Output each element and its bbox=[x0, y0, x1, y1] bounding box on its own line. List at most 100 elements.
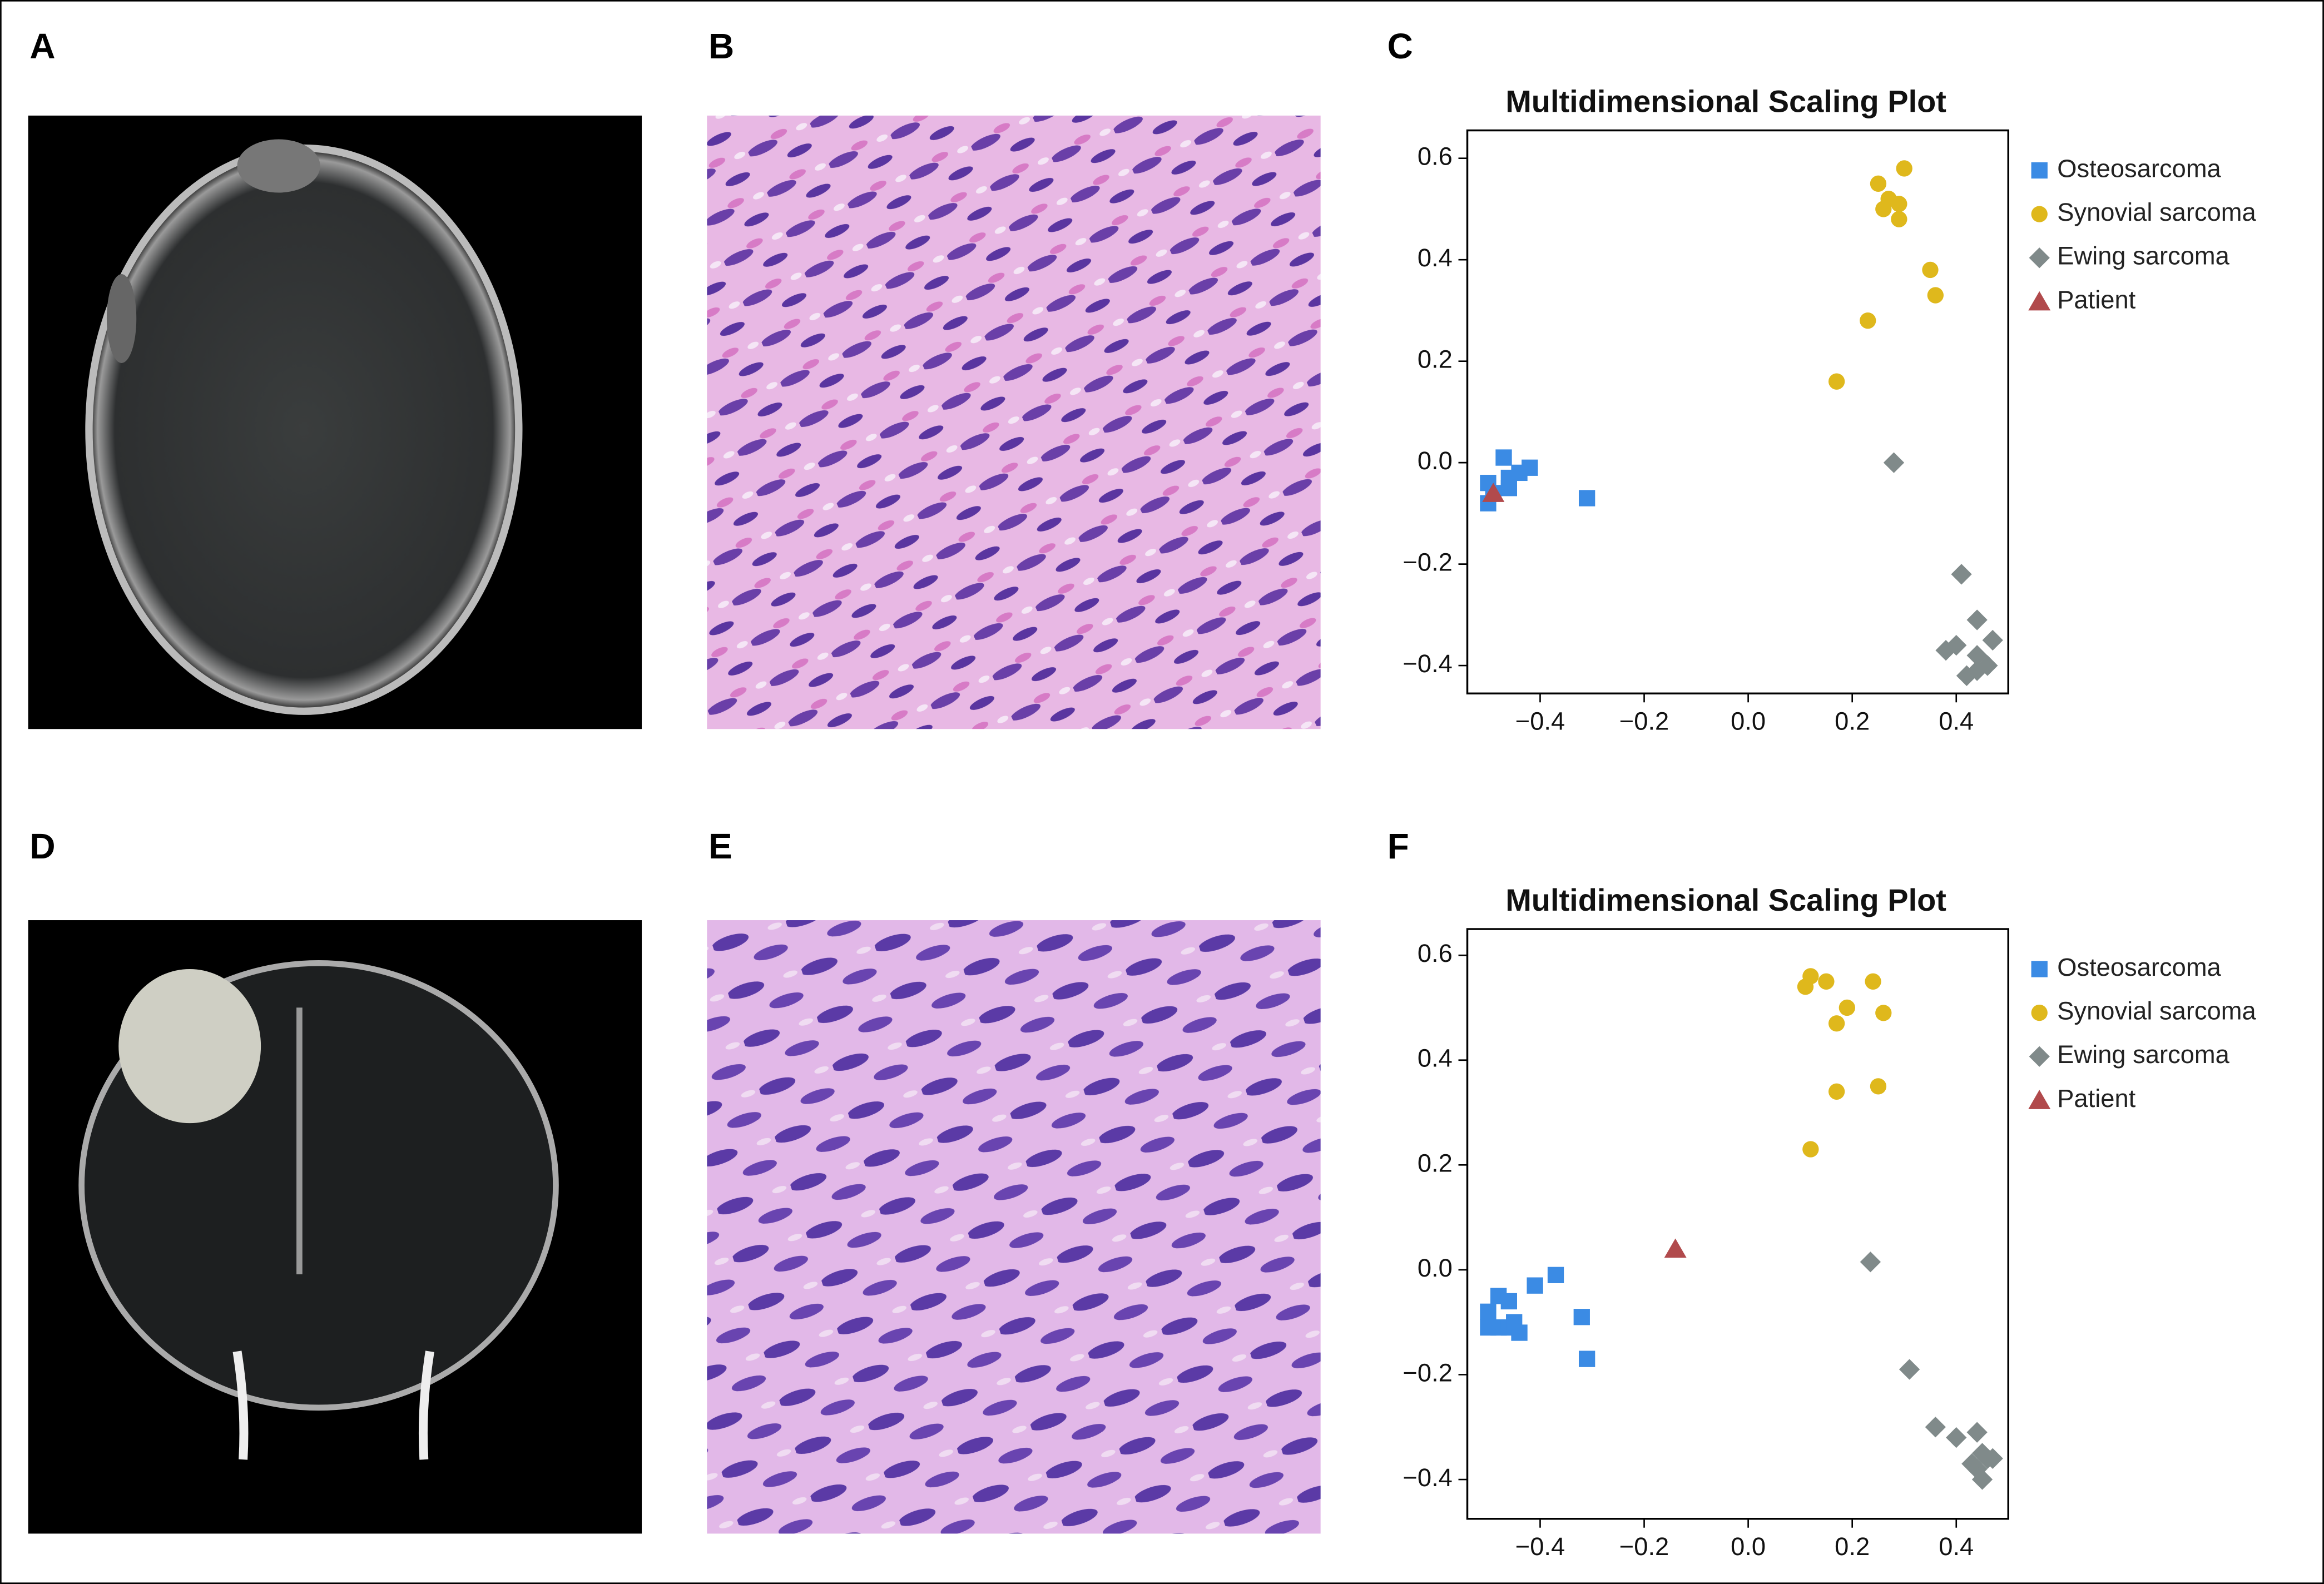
y-tick-label: 0.4 bbox=[1418, 244, 1453, 272]
x-tick-label: 0.2 bbox=[1835, 1532, 1870, 1561]
point bbox=[1506, 1314, 1523, 1330]
panel-label: D bbox=[29, 826, 55, 866]
point bbox=[1828, 1083, 1845, 1100]
point bbox=[1578, 1350, 1595, 1367]
y-tick-label: −0.2 bbox=[1403, 548, 1452, 577]
y-tick-label: −0.2 bbox=[1403, 1358, 1452, 1387]
y-tick-label: −0.4 bbox=[1403, 1463, 1452, 1492]
x-tick-label: 0.4 bbox=[1939, 1532, 1974, 1561]
point bbox=[1797, 979, 1814, 995]
panel-label: E bbox=[708, 826, 732, 866]
legend-label: Ewing sarcoma bbox=[2057, 1040, 2229, 1069]
legend-label: Patient bbox=[2057, 285, 2135, 314]
point bbox=[1573, 1309, 1590, 1325]
point bbox=[1966, 645, 1988, 666]
y-tick-label: 0.0 bbox=[1418, 1254, 1453, 1282]
legend-label: Osteosarcoma bbox=[2057, 154, 2221, 182]
legend-marker bbox=[2028, 1090, 2051, 1109]
legend-label: Ewing sarcoma bbox=[2057, 242, 2229, 270]
point bbox=[1664, 1238, 1687, 1258]
legend-marker bbox=[2029, 247, 2050, 269]
point bbox=[1891, 196, 1907, 212]
legend-marker bbox=[2031, 1004, 2048, 1021]
x-tick-label: 0.0 bbox=[1731, 1532, 1766, 1561]
x-tick-label: −0.4 bbox=[1515, 707, 1565, 736]
point bbox=[1828, 373, 1845, 390]
point bbox=[1961, 1453, 1983, 1474]
point bbox=[1883, 452, 1905, 473]
point bbox=[1865, 973, 1881, 990]
point bbox=[1982, 1448, 2003, 1469]
legend-marker bbox=[2031, 206, 2048, 222]
panel-label: B bbox=[708, 26, 734, 66]
mri-axial bbox=[28, 115, 642, 729]
plot-frame bbox=[1466, 129, 2010, 695]
x-tick-label: 0.4 bbox=[1939, 707, 1974, 736]
legend-label: Osteosarcoma bbox=[2057, 953, 2221, 981]
y-tick-label: 0.6 bbox=[1418, 142, 1453, 171]
legend-label: Synovial sarcoma bbox=[2057, 997, 2256, 1025]
point bbox=[1860, 1252, 1881, 1273]
point bbox=[1527, 1277, 1543, 1294]
y-tick-label: 0.4 bbox=[1418, 1044, 1453, 1072]
x-tick-label: −0.2 bbox=[1619, 707, 1669, 736]
panel-label: C bbox=[1388, 26, 1413, 66]
plot-frame bbox=[1466, 928, 2010, 1520]
point bbox=[1966, 1422, 1988, 1443]
scatter-chart: Multidimensional Scaling Plot −0.4 −0.2 0.0… bbox=[1403, 882, 2256, 1561]
y-tick-label: 0.2 bbox=[1418, 1149, 1453, 1177]
scatter-chart: Multidimensional Scaling Plot −0.4 −0.2 0.0… bbox=[1403, 83, 2256, 735]
point bbox=[1500, 1293, 1517, 1310]
histology-b bbox=[707, 115, 1321, 729]
legend-label: Synovial sarcoma bbox=[2057, 198, 2256, 226]
point bbox=[1896, 160, 1912, 177]
y-tick-label: −0.4 bbox=[1403, 649, 1452, 678]
y-tick-label: 0.2 bbox=[1418, 345, 1453, 374]
histology-e bbox=[707, 920, 1321, 1534]
point bbox=[1802, 1141, 1819, 1158]
mri-coronal bbox=[28, 920, 642, 1534]
point bbox=[1870, 1078, 1887, 1095]
point bbox=[1875, 1005, 1892, 1021]
panel-label: F bbox=[1388, 826, 1409, 866]
legend-marker bbox=[2031, 961, 2048, 977]
chart-title: Multidimensional Scaling Plot bbox=[1505, 83, 1946, 118]
point bbox=[1951, 564, 1972, 585]
x-tick-label: −0.4 bbox=[1515, 1532, 1565, 1561]
point bbox=[1891, 211, 1907, 227]
y-tick-label: 0.6 bbox=[1418, 939, 1453, 967]
point bbox=[1977, 655, 1998, 676]
point bbox=[1935, 640, 1956, 661]
point bbox=[1946, 1427, 1967, 1448]
point bbox=[1971, 1469, 1993, 1490]
point bbox=[1482, 483, 1505, 502]
point bbox=[1500, 469, 1517, 486]
panel-label: A bbox=[29, 26, 55, 66]
point bbox=[1982, 629, 2003, 651]
x-tick-label: 0.2 bbox=[1835, 707, 1870, 736]
point bbox=[1870, 175, 1887, 192]
point bbox=[1828, 1015, 1845, 1032]
legend-marker bbox=[2029, 1046, 2050, 1067]
legend-marker bbox=[2028, 291, 2051, 311]
point bbox=[1899, 1359, 1920, 1380]
legend-label: Patient bbox=[2057, 1084, 2135, 1113]
point bbox=[1818, 973, 1835, 990]
point bbox=[1480, 1303, 1497, 1320]
point bbox=[1578, 490, 1595, 507]
point bbox=[1956, 665, 1978, 686]
point bbox=[1922, 261, 1939, 279]
point bbox=[1547, 1267, 1564, 1283]
point bbox=[1860, 312, 1876, 329]
y-tick-label: 0.0 bbox=[1418, 446, 1453, 475]
legend-marker bbox=[2031, 162, 2048, 179]
point bbox=[1839, 999, 1855, 1016]
point bbox=[1522, 459, 1538, 476]
point bbox=[1925, 1417, 1946, 1438]
chart-title: Multidimensional Scaling Plot bbox=[1505, 882, 1946, 917]
x-tick-label: −0.2 bbox=[1619, 1532, 1669, 1561]
point bbox=[1966, 609, 1988, 630]
x-tick-label: 0.0 bbox=[1731, 707, 1766, 736]
